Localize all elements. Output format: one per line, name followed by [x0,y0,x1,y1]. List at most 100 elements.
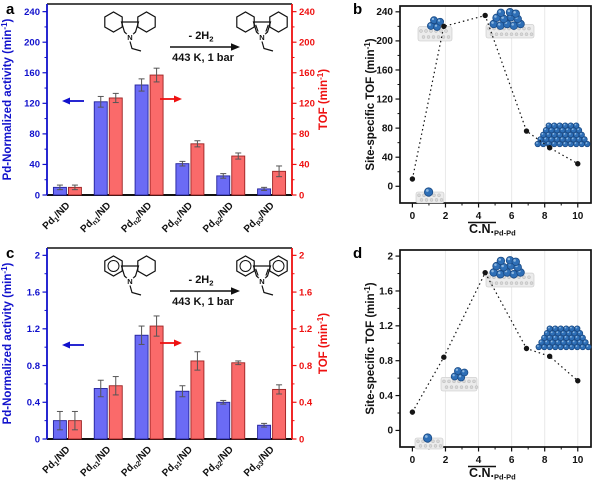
pd-atom-highlight [553,345,556,347]
pd-atom [511,9,520,18]
pd-atom-highlight [570,345,572,347]
support-atom [433,444,438,448]
ring-bond [236,255,255,277]
ring-bond [137,255,156,277]
pyrrole-ring [120,265,140,282]
pd-atom-highlight [561,340,564,343]
double-bond [265,24,269,32]
pd-atom-highlight [563,132,566,135]
tick-label: 120 [24,99,40,110]
tick-label: 40 [299,160,310,171]
tick-label: 1.6 [27,287,40,298]
panel-label-a: a [6,1,15,18]
tick-label: 240 [299,7,315,18]
scatter-chart-b: 0 2 4 6 8 10 0 40 80 120 160 200 240 Site-specific TO… [363,5,592,238]
pd-atom-highlight [569,142,571,144]
support-atom [499,32,504,36]
tick-label: 160 [299,68,315,79]
pd-atom-highlight [559,326,561,329]
pd-large-cluster-model-icon [485,256,535,288]
category-label: Pdp2/ND [201,200,237,236]
pd-atom-highlight [567,340,570,343]
data-point [523,345,530,352]
tick-label: 6 [509,211,515,222]
pd-atom-highlight [513,11,516,14]
right-axis-arrowhead-icon [174,339,182,347]
support-atom [472,379,476,384]
double-bond [265,268,269,276]
pd-nanoparticle-model-icon [534,122,591,148]
support-atom [439,198,444,202]
pd-atom [496,8,506,17]
pd-atom [545,122,552,129]
reactant-structure: N [104,255,156,296]
support-atom [519,32,524,36]
tick-label: 120 [299,99,315,110]
pd-atom [568,325,575,332]
tick-label: 0.4 [379,391,393,402]
pd-atom-highlight [575,335,578,338]
support-atom [419,29,423,33]
pd-atom-highlight [511,271,514,275]
pd-atom-highlight [545,340,548,343]
tick-label: 10 [572,455,584,466]
tick-label: 2 [443,211,449,222]
pd-atom-highlight [511,23,514,26]
tick-label: 4 [476,211,482,222]
support-atom [514,281,519,285]
tick-label: 2 [35,251,40,262]
left-axis-title: Pd-Normalized activity (min-1) [0,18,14,180]
tick-label: 0 [35,190,40,201]
pd-atom-highlight [548,345,550,347]
pd-atom-highlight [580,132,582,135]
support-atom [454,385,459,389]
pd-atom-highlight [570,335,572,338]
pd-atom-highlight [569,132,571,135]
ethyl-group [261,285,274,296]
tick-label: 2 [387,251,393,262]
support-atom [424,198,429,202]
panel-label-c: c [6,245,15,262]
support-atom [437,193,441,198]
left-axis-title: Pd-Normalized activity (min-1) [0,262,14,424]
support-atom [418,444,423,448]
pd-atom-highlight [498,258,501,261]
tick-label: 2 [299,251,304,262]
pyrrole-ring [252,265,272,282]
left-axis-arrowhead-icon [62,341,70,349]
bar-chart-a: 0 40 80 120 160 200 240 0 40 80 120 160 200 240 Pd-Nor… [0,3,330,236]
tick-label: 120 [376,94,393,105]
support-atom [499,281,504,285]
pd-atom [546,325,553,332]
pd-atom-highlight [507,9,511,13]
pd-atom [511,257,520,266]
pd-atom-highlight [552,123,555,126]
data-point [546,145,553,151]
reaction-conditions: 443 K, 1 bar [172,52,234,64]
pd-atom [454,367,462,375]
panel-d: d 0 2 4 6 8 10 0 0.4 0.8 1.2 1.6 2 Site-specific TOF… [300,244,600,488]
data-point [575,378,581,384]
support-atom [444,385,449,389]
pd-atom-highlight [564,326,567,329]
pd-atom-highlight [552,142,555,144]
tof-bar [190,143,205,196]
pd-atom-highlight [547,132,549,135]
tick-label: 40 [29,160,40,171]
support-atom [464,385,469,389]
pd-atom [556,122,563,129]
pd-atom-highlight [575,326,578,329]
pd-atom-highlight [556,331,559,334]
pd-atom [557,325,564,332]
pd-atom-highlight [513,259,516,262]
tick-label: 8 [542,211,548,222]
pd-nanoparticle-model-icon [535,325,592,351]
pd-atom-highlight [537,345,539,347]
pd-atom-highlight [578,340,581,343]
category-label: Pdp3/ND [242,200,278,236]
support-atom [419,198,424,202]
aromatic-circle [272,260,285,272]
tick-label: 0 [35,434,40,445]
support-atom [524,32,529,36]
